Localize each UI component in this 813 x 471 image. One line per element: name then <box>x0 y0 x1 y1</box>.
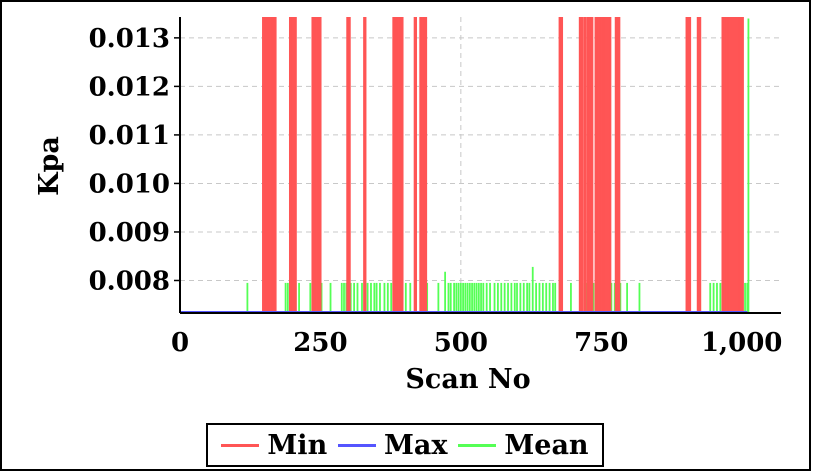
x-axis-title: Scan No <box>405 364 530 395</box>
y-tick-label: 0.009 <box>89 218 170 248</box>
legend-swatch-mean <box>458 443 497 447</box>
legend-label-max: Max <box>384 429 448 461</box>
legend-item-mean: Mean <box>458 429 589 461</box>
legend-label-mean: Mean <box>504 429 589 461</box>
x-tick-label: 750 <box>574 328 628 358</box>
y-tick-label: 0.011 <box>89 121 170 151</box>
legend-swatch-min <box>221 443 260 447</box>
legend-item-max: Max <box>338 429 448 461</box>
legend-item-min: Min <box>221 430 327 461</box>
y-tick-label: 0.008 <box>89 266 170 296</box>
x-tick-label: 1,000 <box>701 328 782 358</box>
axes <box>174 17 781 314</box>
series-layer <box>180 17 750 314</box>
y-tick-label: 0.013 <box>89 24 170 54</box>
x-tick-labels: 0 250 500 750 1,000 <box>171 328 782 358</box>
y-tick-labels: 0.008 0.009 0.010 0.011 0.012 0.013 <box>89 24 170 297</box>
x-tick-label: 500 <box>434 328 488 358</box>
legend: Min Max Mean <box>206 423 604 467</box>
series-min <box>180 17 748 314</box>
x-tick-label: 0 <box>171 328 189 358</box>
y-axis-title: Kpa <box>34 136 65 196</box>
legend-swatch-max <box>338 443 377 447</box>
x-tick-label: 250 <box>293 328 347 358</box>
y-tick-label: 0.012 <box>89 72 170 102</box>
y-tick-label: 0.010 <box>89 169 170 199</box>
legend-label-min: Min <box>267 429 328 461</box>
